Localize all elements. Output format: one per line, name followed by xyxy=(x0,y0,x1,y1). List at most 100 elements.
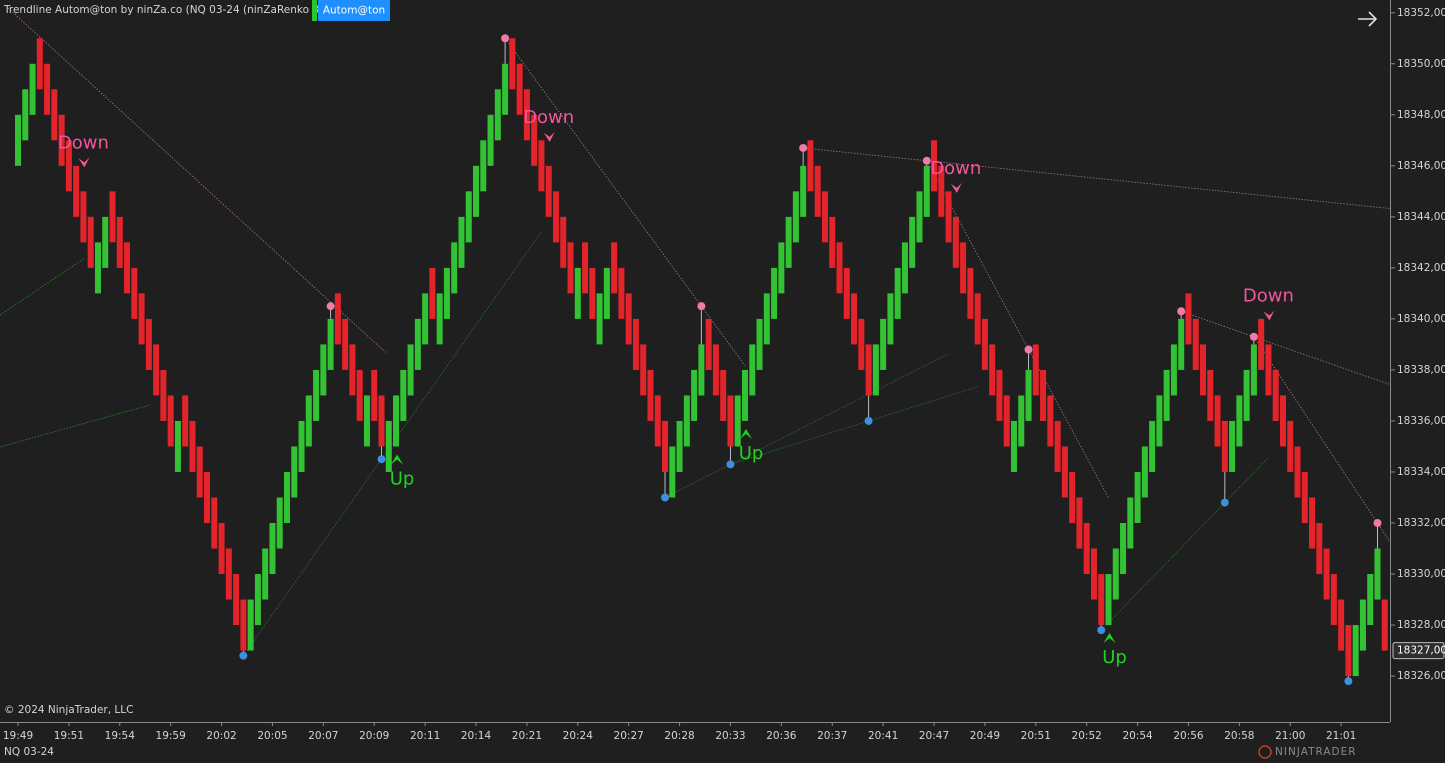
candle xyxy=(1178,318,1185,370)
candle xyxy=(996,369,1003,421)
candle xyxy=(1192,318,1199,370)
nav-arrow[interactable] xyxy=(1358,11,1378,27)
y-tick-label: 18326,00 xyxy=(1397,670,1445,682)
candle xyxy=(182,395,189,447)
trendline xyxy=(1181,310,1391,385)
candle xyxy=(523,89,530,141)
x-tick-label: 20:27 xyxy=(614,730,644,742)
candle xyxy=(225,548,232,600)
x-tick-label: 20:07 xyxy=(308,730,338,742)
candle xyxy=(1374,548,1381,600)
candle xyxy=(582,242,589,294)
candle xyxy=(189,420,196,472)
candle xyxy=(1272,369,1279,421)
candle xyxy=(1156,395,1163,447)
candle xyxy=(938,165,945,217)
pivot-low xyxy=(1220,498,1229,507)
candle xyxy=(320,344,327,396)
y-tick-label: 18334,00 xyxy=(1397,466,1445,478)
candle xyxy=(1003,395,1010,447)
x-tick-label: 20:24 xyxy=(563,730,594,742)
x-tick-label: 20:58 xyxy=(1224,730,1254,742)
x-tick-label: 20:41 xyxy=(868,730,898,742)
candle xyxy=(887,293,894,345)
candle xyxy=(1170,344,1177,396)
candle xyxy=(22,89,29,141)
candle xyxy=(58,114,65,166)
candle xyxy=(1294,446,1301,498)
trendline xyxy=(730,386,978,465)
last-price-box xyxy=(1392,642,1445,660)
candle xyxy=(1279,395,1286,447)
toggle-button-label[interactable]: Autom@ton xyxy=(323,5,385,17)
x-tick-label: 20:54 xyxy=(1122,730,1153,742)
candle xyxy=(611,242,618,294)
candle xyxy=(451,242,458,294)
signal-label: Down xyxy=(523,107,574,128)
pivot-low xyxy=(377,455,386,464)
candle xyxy=(989,344,996,396)
candle xyxy=(734,395,741,447)
pivot-high xyxy=(799,143,808,152)
candle xyxy=(800,165,807,217)
candle xyxy=(756,318,763,370)
toggle-button[interactable] xyxy=(318,0,390,21)
candle xyxy=(473,165,480,217)
candle xyxy=(233,574,240,626)
candle xyxy=(538,140,545,192)
x-tick-label: 20:47 xyxy=(919,730,949,742)
signal-arrow xyxy=(1103,633,1116,644)
candle xyxy=(981,318,988,370)
candle xyxy=(785,216,792,268)
candle xyxy=(1141,446,1148,498)
candle xyxy=(771,267,778,319)
x-tick-label: 20:21 xyxy=(512,730,542,742)
candle xyxy=(727,395,734,447)
pivot-high xyxy=(1177,307,1186,316)
candle xyxy=(465,191,472,243)
candle xyxy=(1120,523,1127,575)
candle xyxy=(1083,523,1090,575)
candle xyxy=(87,216,94,268)
candle xyxy=(1163,369,1170,421)
candle xyxy=(640,344,647,396)
candle xyxy=(865,344,872,396)
candle xyxy=(807,140,814,192)
candle xyxy=(480,140,487,192)
signal-label: Down xyxy=(1243,285,1294,306)
x-tick-label: 20:56 xyxy=(1173,730,1204,742)
y-tick-label: 18352,00 xyxy=(1397,7,1445,19)
candle xyxy=(872,344,879,396)
candle xyxy=(1098,574,1105,626)
candle xyxy=(102,216,109,268)
chart-title: Trendline Autom@ton by ninZa.co (NQ 03-2… xyxy=(3,4,337,16)
x-tick-label: 20:28 xyxy=(664,730,694,742)
trendline xyxy=(243,231,542,656)
candle xyxy=(901,242,908,294)
candle xyxy=(414,318,421,370)
trendline xyxy=(7,7,386,353)
candle xyxy=(851,293,858,345)
pivot-high xyxy=(326,302,335,311)
candle xyxy=(916,191,923,243)
x-tick-label: 20:14 xyxy=(461,730,492,742)
candle xyxy=(567,242,574,294)
candle xyxy=(204,471,211,524)
candle xyxy=(211,497,218,549)
candle xyxy=(305,395,312,447)
candle xyxy=(327,318,334,370)
candle xyxy=(80,191,87,243)
candle xyxy=(1330,574,1337,626)
y-tick-label: 18344,00 xyxy=(1397,211,1445,223)
x-tick-label: 20:52 xyxy=(1072,730,1102,742)
x-tick-label: 20:11 xyxy=(410,730,440,742)
candle xyxy=(1105,574,1112,626)
candle xyxy=(814,165,821,217)
candle xyxy=(109,191,116,243)
pivot-low xyxy=(239,651,248,660)
candle xyxy=(378,395,385,447)
signal-arrow xyxy=(78,157,90,168)
candle xyxy=(349,344,356,396)
candle xyxy=(291,446,298,498)
x-tick-label: 20:36 xyxy=(766,730,797,742)
